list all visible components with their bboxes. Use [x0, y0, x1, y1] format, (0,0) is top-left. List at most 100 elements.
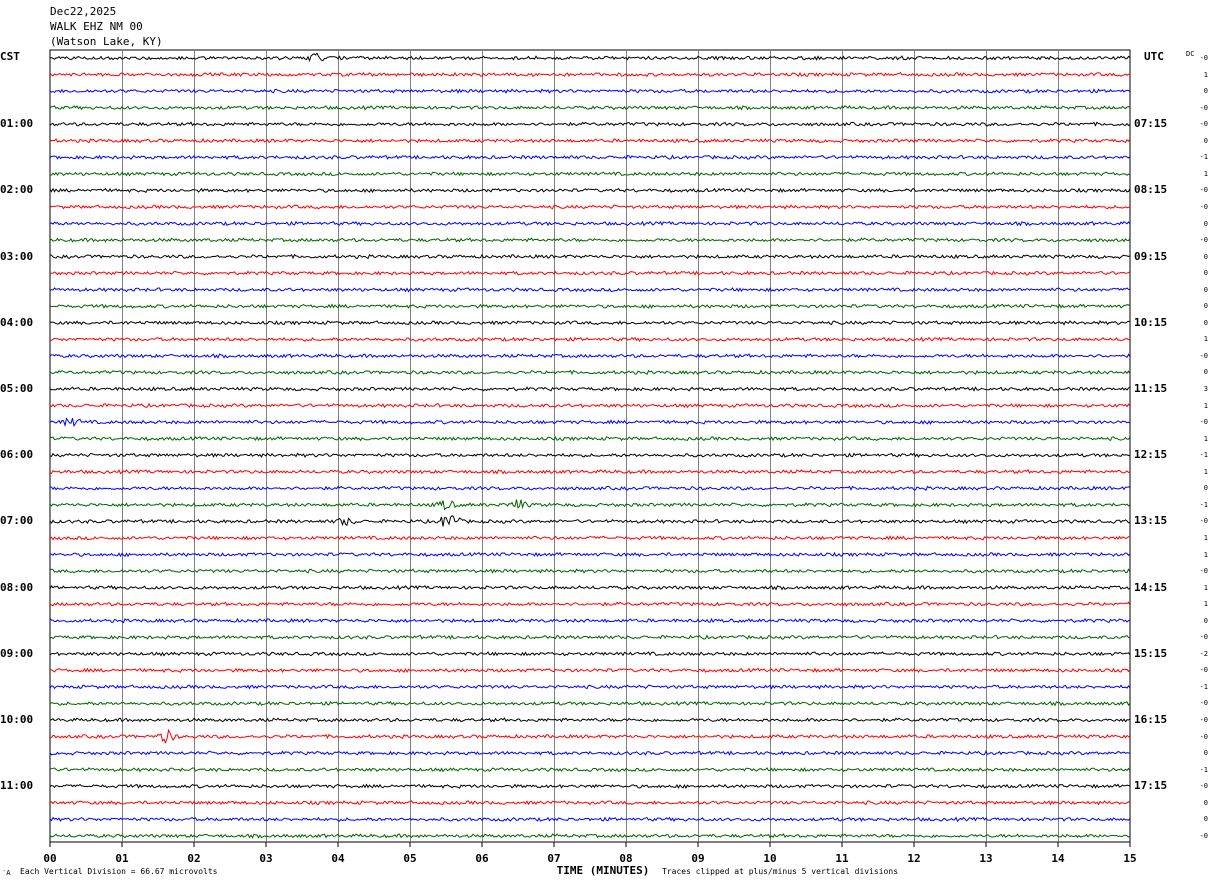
dc-offset-value: -1 — [1199, 500, 1208, 509]
dc-offset-value: 0 — [1203, 87, 1208, 96]
dc-offset-value: 1 — [1203, 583, 1208, 592]
dc-offset-value: 1 — [1203, 335, 1208, 344]
trace-2 — [49, 88, 1131, 94]
right-time-label: 17:15 — [1134, 779, 1168, 793]
dc-offset-header: DC — [1186, 50, 1195, 58]
trace-38 — [49, 684, 1131, 690]
trace-45 — [49, 800, 1131, 806]
dc-offset-value: -0 — [1199, 666, 1208, 675]
x-tick-label-15: 15 — [1123, 852, 1136, 865]
trace-24 — [49, 452, 1131, 459]
trace-37 — [49, 667, 1131, 674]
trace-46 — [49, 816, 1131, 823]
trace-20 — [49, 386, 1131, 392]
trace-23 — [49, 435, 1131, 442]
dc-offset-value: 1 — [1203, 550, 1208, 559]
x-tick-label-10: 10 — [763, 852, 776, 865]
trace-0 — [49, 52, 1131, 63]
trace-11 — [49, 237, 1131, 243]
trace-32 — [49, 584, 1131, 591]
left-timezone-label: CST — [0, 50, 20, 63]
trace-41 — [49, 728, 1131, 744]
trace-33 — [49, 601, 1131, 607]
right-time-label: 08:15 — [1134, 183, 1168, 197]
x-tick-label-14: 14 — [1051, 852, 1065, 865]
dc-offset-value: -0 — [1199, 186, 1208, 195]
x-tick-label-12: 12 — [907, 852, 920, 865]
trace-17 — [50, 336, 1131, 343]
right-time-label: 16:15 — [1134, 713, 1168, 726]
left-time-label: 10:00 — [0, 713, 34, 726]
dc-offset-value: -0 — [1199, 120, 1208, 129]
trace-25 — [49, 469, 1131, 475]
station-code: WALK EHZ NM 00 — [50, 20, 143, 33]
right-time-label: 12:15 — [1134, 448, 1168, 462]
x-tick-label-11: 11 — [835, 852, 849, 865]
dc-offset-value: 1 — [1203, 600, 1208, 609]
dc-offset-value: 1 — [1203, 70, 1208, 79]
dc-offset-value: -1 — [1199, 451, 1208, 460]
trace-47 — [49, 833, 1131, 839]
dc-offset-value: 1 — [1203, 434, 1208, 443]
seismic-traces — [49, 52, 1131, 839]
minute-grid — [49, 49, 1131, 843]
right-time-label: 07:15 — [1134, 117, 1168, 131]
dc-offset-value: 1 — [1203, 533, 1208, 542]
trace-22 — [49, 417, 1131, 428]
dc-offset-value: 0 — [1203, 252, 1208, 261]
right-timezone-label: UTC — [1144, 50, 1164, 63]
dc-offset-value: 0 — [1203, 749, 1208, 758]
trace-4 — [49, 121, 1131, 127]
dc-offset-value: -0 — [1199, 517, 1208, 526]
left-time-label: 02:00 — [0, 183, 34, 197]
trace-3 — [49, 104, 1131, 111]
trace-39 — [49, 700, 1131, 707]
trace-34 — [49, 617, 1131, 624]
dc-offset-value: -0 — [1199, 716, 1208, 724]
x-tick-label-01: 01 — [115, 852, 129, 865]
dc-offset-value: 0 — [1203, 285, 1208, 294]
trace-31 — [49, 568, 1131, 574]
dc-offset-value: -0 — [1199, 782, 1208, 791]
trace-15 — [49, 303, 1131, 309]
dc-offset-value: -0 — [1199, 236, 1208, 245]
dc-offset-value: -0 — [1199, 202, 1208, 211]
trace-5 — [49, 137, 1131, 144]
left-time-label: 09:00 — [0, 646, 34, 660]
trace-44 — [49, 783, 1131, 789]
dc-offset-value: -1 — [1199, 765, 1208, 774]
dc-offset-value: 0 — [1203, 798, 1208, 807]
x-tick-label-13: 13 — [979, 852, 992, 865]
x-tick-label-02: 02 — [187, 852, 200, 865]
scale-note: Each Vertical Division = 66.67 microvolt… — [20, 867, 218, 876]
left-time-label: 05:00 — [0, 382, 34, 395]
trace-21 — [49, 402, 1131, 409]
x-tick-label-00: 00 — [43, 852, 56, 865]
dc-offset-value: 1 — [1203, 169, 1208, 178]
dc-offset-value: 0 — [1203, 302, 1208, 311]
dc-offset-value: -0 — [1199, 567, 1208, 576]
dc-offset-value: 3 — [1203, 385, 1208, 393]
right-time-label: 10:15 — [1134, 315, 1168, 329]
x-tick-label-07: 07 — [547, 852, 560, 865]
dc-offset-value: 1 — [1203, 467, 1208, 476]
x-tick-label-05: 05 — [403, 852, 416, 865]
trace-27 — [49, 499, 1131, 511]
dc-offset-value: 0 — [1203, 368, 1208, 377]
trace-43 — [49, 767, 1131, 773]
left-time-label: 06:00 — [0, 448, 34, 462]
left-time-label: 07:00 — [0, 514, 34, 528]
dc-offset-value: -1 — [1199, 682, 1208, 691]
left-time-label: 01:00 — [0, 117, 34, 131]
dc-offset-value: -1 — [1199, 153, 1208, 162]
dc-offset-value: -2 — [1199, 649, 1208, 658]
trace-40 — [49, 717, 1131, 723]
chart-date: Dec22,2025 — [50, 5, 117, 18]
dc-offset-value: 0 — [1203, 219, 1208, 228]
x-tick-label-03: 03 — [259, 852, 272, 865]
trace-6 — [49, 154, 1131, 161]
trace-10 — [49, 220, 1131, 227]
dc-offset-value: 0 — [1203, 136, 1208, 145]
left-time-label: 08:00 — [0, 580, 34, 594]
